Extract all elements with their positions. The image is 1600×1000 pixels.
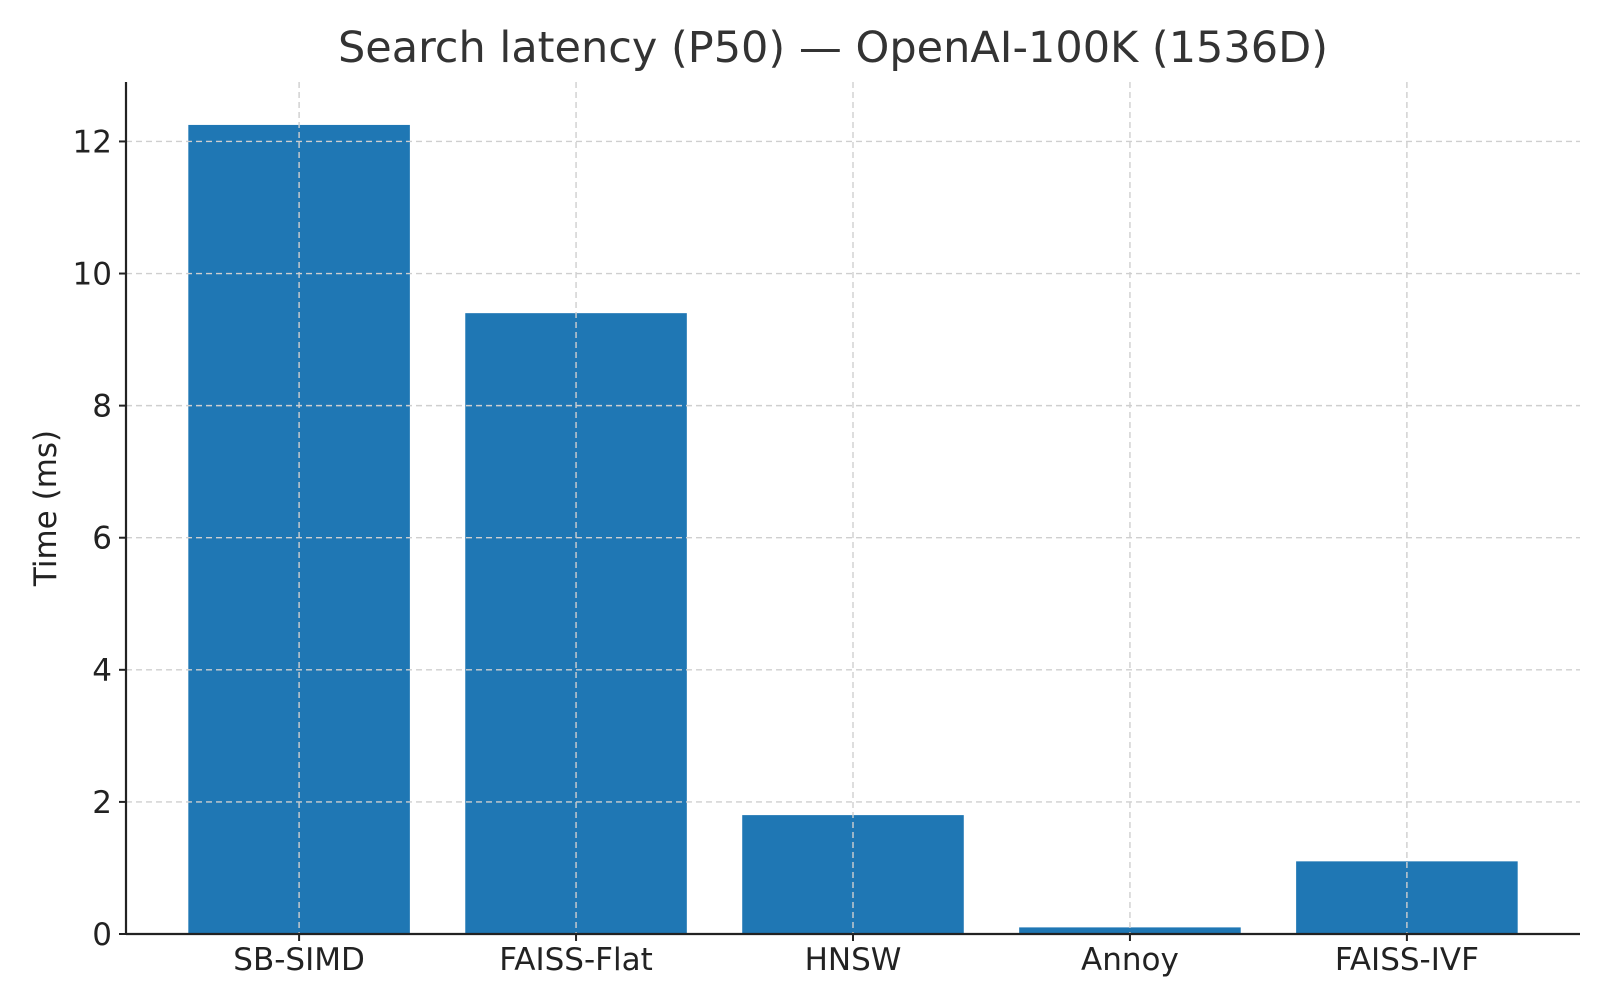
y-tick-label: 10 (73, 257, 112, 293)
x-tick-label: HNSW (805, 942, 902, 978)
grid-layer (126, 82, 1580, 934)
x-tick-label: Annoy (1081, 942, 1179, 978)
bar-annoy (1019, 927, 1241, 934)
y-tick-label: 6 (92, 521, 112, 557)
y-tick-label: 4 (92, 653, 112, 689)
x-tick-label: FAISS-IVF (1335, 942, 1479, 978)
chart-title: Search latency (P50) — OpenAI-100K (1536… (338, 23, 1328, 73)
ticks-layer: 0 2 4 6 8 10 12 SB-SIMD FAISS-Flat HNSW Annoy FAISS… (73, 124, 1479, 978)
y-tick-label: 8 (92, 389, 112, 425)
x-tick-label: SB-SIMD (233, 942, 365, 978)
y-tick-label: 12 (73, 124, 112, 160)
x-tick-label: FAISS-Flat (499, 942, 652, 978)
y-tick-label: 0 (92, 917, 112, 953)
y-tick-label: 2 (92, 785, 112, 821)
y-axis-label: Time (ms) (28, 430, 64, 587)
bar-sb-simd (188, 124, 410, 934)
